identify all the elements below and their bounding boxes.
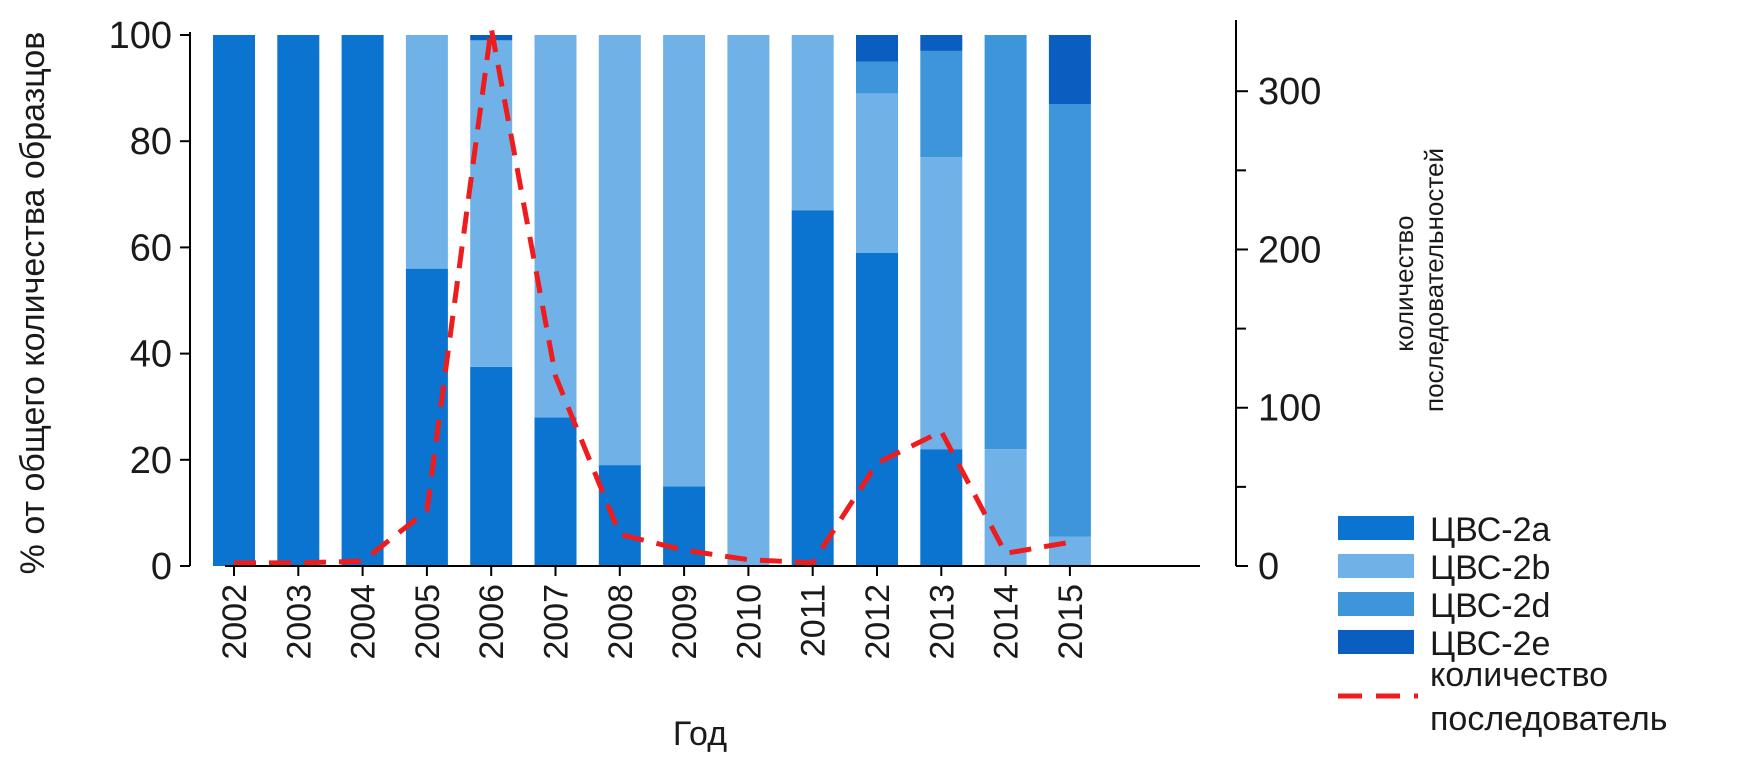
bar-segment-2015-ЦВС-2d — [1048, 104, 1091, 537]
left-tick-label: 0 — [151, 546, 172, 588]
right-y-axis: 0 100 200 300 — [1235, 20, 1321, 588]
x-tick-label: 2008 — [602, 584, 640, 660]
bar-segment-2008-ЦВС-2b — [598, 35, 641, 466]
x-tick-label: 2009 — [666, 584, 704, 660]
bar-segment-2014-ЦВС-2d — [984, 35, 1027, 450]
bar-segment-2013-ЦВС-2e — [920, 35, 963, 51]
x-tick-label: 2014 — [988, 584, 1026, 660]
legend-label-ЦВС-2a: ЦВС-2a — [1430, 511, 1550, 549]
left-tick-label: 80 — [130, 121, 172, 163]
legend-swatch-ЦВС-2d — [1338, 592, 1414, 616]
sequence-count-line — [234, 25, 1071, 566]
right-y-axis-title-line2: последовательностей — [1419, 148, 1449, 412]
x-tick-label: 2006 — [473, 584, 511, 660]
bar-segment-2005-ЦВС-2b — [405, 35, 448, 269]
x-tick-label: 2004 — [345, 584, 383, 660]
x-axis: 2002 2003 2004 2005 2006 2007 2008 2009 2010 2011… — [216, 565, 1200, 660]
right-y-axis-title: количество последовательностей — [1389, 148, 1449, 412]
bar-segment-2013-ЦВС-2d — [920, 50, 963, 158]
bar-segment-2012-ЦВС-2d — [856, 61, 898, 94]
x-tick-label: 2015 — [1052, 584, 1090, 660]
left-tick-label: 40 — [130, 334, 172, 376]
right-tick-label: 300 — [1258, 71, 1321, 113]
bar-segment-2007-ЦВС-2a — [534, 417, 577, 566]
left-tick-label: 100 — [109, 15, 172, 57]
bar-segment-2002-ЦВС-2a — [213, 35, 255, 566]
bar-segment-2015-ЦВС-2e — [1048, 35, 1091, 105]
right-y-axis-title-line1: количество — [1389, 216, 1419, 352]
right-tick-label: 200 — [1258, 229, 1321, 271]
right-tick-label: 100 — [1258, 388, 1321, 430]
legend-label-ЦВС-2d: ЦВС-2d — [1430, 587, 1550, 625]
x-tick-label: 2010 — [730, 584, 768, 660]
x-tick-label: 2011 — [795, 584, 833, 657]
bar-segment-2010-ЦВС-2b — [727, 35, 770, 566]
right-tick-label: 0 — [1258, 546, 1279, 588]
bar-segment-2008-ЦВС-2a — [598, 465, 641, 566]
bar-segment-2012-ЦВС-2b — [856, 93, 898, 253]
bar-segment-2011-ЦВС-2a — [791, 210, 834, 567]
bar-segment-2015-ЦВС-2b — [1048, 536, 1091, 566]
bar-segment-2003-ЦВС-2a — [277, 35, 320, 566]
x-tick-label: 2013 — [923, 584, 961, 660]
bar-segment-2011-ЦВС-2b — [791, 35, 834, 211]
legend-label-ЦВС-2e: ЦВС-2e — [1430, 625, 1550, 663]
left-y-axis: 0 20 40 60 80 100 — [109, 15, 191, 588]
bar-segment-2012-ЦВС-2a — [856, 252, 898, 566]
bar-segment-2014-ЦВС-2b — [984, 449, 1027, 566]
bar-segment-2007-ЦВС-2b — [534, 35, 577, 418]
y-axis-title: % от общего количества образцов — [14, 32, 52, 575]
bar-segment-2006-ЦВС-2b — [470, 40, 513, 367]
legend-swatch-ЦВС-2e — [1338, 630, 1414, 654]
bar-segment-2012-ЦВС-2e — [856, 35, 898, 62]
x-tick-label: 2005 — [409, 584, 447, 660]
bar-segment-2013-ЦВС-2b — [920, 157, 963, 450]
x-tick-label: 2012 — [859, 584, 897, 660]
legend-label-ЦВС-2b: ЦВС-2b — [1430, 549, 1550, 587]
bar-segment-2004-ЦВС-2a — [341, 35, 384, 566]
x-tick-label: 2007 — [538, 584, 576, 660]
line-layer — [234, 25, 1071, 566]
legend-label-line-1: количество — [1430, 656, 1608, 694]
legend-label-line-2: последователь — [1430, 700, 1667, 738]
left-tick-label: 20 — [130, 440, 172, 482]
bar-segment-2009-ЦВС-2b — [663, 35, 706, 487]
legend-swatch-ЦВС-2b — [1338, 554, 1414, 578]
x-axis-title: Год — [673, 715, 727, 753]
bar-segment-2005-ЦВС-2a — [405, 268, 448, 566]
x-tick-label: 2002 — [216, 584, 254, 660]
x-tick-label: 2003 — [280, 584, 318, 660]
left-tick-label: 60 — [130, 227, 172, 269]
bar-segment-2013-ЦВС-2a — [920, 449, 963, 566]
bar-segment-2006-ЦВС-2a — [470, 366, 513, 566]
bars-layer — [213, 35, 1091, 567]
legend-swatch-ЦВС-2a — [1338, 516, 1414, 540]
